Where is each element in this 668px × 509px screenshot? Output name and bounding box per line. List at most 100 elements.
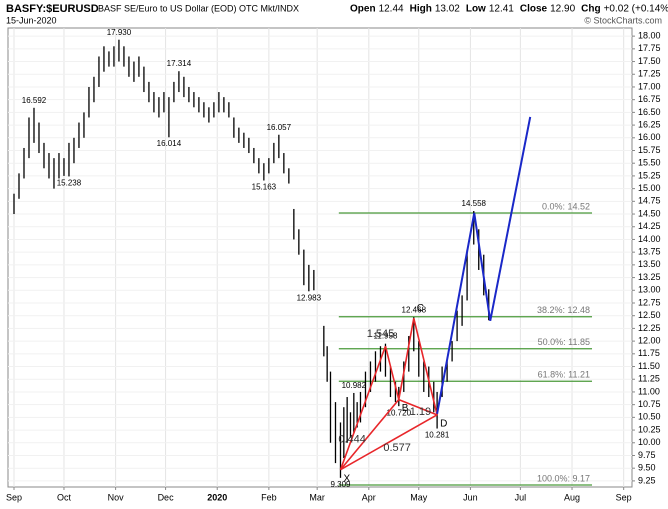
x-tick-label: Jul [515,492,527,502]
fib-label: 100.0%: 9.17 [537,473,590,483]
pattern-point-label: C [417,303,424,314]
y-tick-label: 18.00 [638,31,661,41]
price-annotation: 15.238 [57,179,82,188]
x-tick-label: May [410,492,428,502]
y-tick-label: 12.50 [638,310,661,320]
x-tick-label: Jun [463,492,478,502]
y-tick-label: 11.75 [638,348,660,358]
pattern-point-label: X [343,473,350,484]
y-tick-label: 13.75 [638,247,661,257]
y-tick-label: 14.25 [638,221,661,231]
x-tick-label: Aug [564,492,580,502]
y-tick-label: 12.00 [638,335,661,345]
y-tick-label: 13.00 [638,285,661,295]
price-annotation: 11.958 [374,331,398,340]
price-annotation: 14.558 [462,199,487,208]
y-tick-label: 14.00 [638,234,661,244]
quote-label: Close [520,4,548,15]
pattern-line [384,346,400,400]
pattern-line [413,318,438,416]
price-annotation: 10.281 [425,431,450,440]
y-tick-label: 10.00 [638,437,661,447]
y-tick-label: 13.25 [638,272,661,282]
fib-label: 50.0%: 11.85 [538,337,590,347]
pattern-line [398,398,438,416]
x-tick-label: Sep [6,492,22,502]
y-tick-label: 9.75 [638,450,656,460]
pattern-point-label: D [440,418,447,429]
quote-value: 12.90 [550,4,575,15]
pattern-line [339,399,400,471]
y-tick-label: 9.50 [638,463,656,473]
y-tick-label: 15.75 [638,145,661,155]
y-tick-label: 16.75 [638,94,661,104]
y-tick-label: 11.00 [638,386,660,396]
price-annotation: 16.592 [22,96,47,105]
price-annotation: 17.930 [107,28,132,37]
quote-label: Low [466,4,486,15]
y-tick-label: 12.25 [638,323,661,333]
price-annotation: 16.057 [267,123,292,132]
y-tick-label: 10.25 [638,424,661,434]
y-tick-label: 17.50 [638,56,661,66]
y-tick-label: 15.50 [638,158,661,168]
x-tick-label: Apr [362,492,376,502]
y-tick-label: 11.25 [638,374,660,384]
price-annotation: 17.314 [167,59,192,68]
quote-label: High [410,4,432,15]
x-tick-label: Oct [57,492,72,502]
price-annotation: 9.309 [330,480,351,489]
y-tick-label: 13.50 [638,259,661,269]
pattern-point-label: B [402,403,409,414]
x-tick-label: 2020 [207,492,227,502]
price-annotation: 16.014 [157,139,182,148]
y-tick-label: 17.00 [638,81,661,91]
y-tick-label: 15.25 [638,170,661,180]
quote-value: 12.44 [379,4,404,15]
fib-label: 0.0%: 14.52 [542,201,590,211]
y-tick-label: 14.50 [638,208,661,218]
description: BASF SE/Euro to US Dollar (EOD) OTC Mkt/… [98,3,299,13]
x-tick-label: Mar [309,492,325,502]
y-tick-label: 17.75 [638,43,661,53]
symbol: BASFY:$EURUSD [6,3,99,15]
y-tick-label: 15.00 [638,183,661,193]
copyright: © StockCharts.com [584,15,662,25]
price-annotation: 15.163 [252,182,277,191]
quote-value: +0.02 (+0.14%) [604,4,668,15]
x-tick-label: Feb [261,492,277,502]
y-tick-label: 10.50 [638,412,661,422]
pattern-line [339,345,387,470]
pattern-line [340,414,438,471]
x-tick-label: Sep [616,492,632,502]
y-tick-label: 16.00 [638,132,661,142]
quote-label: Open [350,4,376,15]
projection-line [436,116,532,414]
x-tick-label: Nov [108,492,125,502]
y-tick-label: 16.50 [638,107,661,117]
pattern-ratio: 1.19 [410,406,431,418]
price-annotation: 10.720 [387,408,412,417]
y-tick-label: 10.75 [638,399,661,409]
plot-frame [7,27,633,488]
pattern-ratio: 0.577 [383,442,411,454]
date: 15-Jun-2020 [6,15,57,25]
price-annotation: 10.982 [342,381,367,390]
price-annotation: 12.468 [402,305,427,314]
y-tick-label: 16.25 [638,119,661,129]
pattern-line [398,318,415,400]
quote-label: Chg [581,4,600,15]
fib-label: 61.8%: 11.21 [538,370,590,380]
y-tick-label: 9.25 [638,475,656,485]
quote-value: 13.02 [435,4,460,15]
fib-label: 38.2%: 12.48 [537,305,590,315]
x-tick-label: Dec [158,492,175,502]
pattern-ratio: 0.444 [338,434,366,446]
y-tick-label: 12.75 [638,297,661,307]
pattern-ratio: 1.545 [367,328,395,340]
quote-value: 12.41 [489,4,514,15]
y-tick-label: 14.75 [638,196,661,206]
y-tick-label: 17.25 [638,69,661,79]
